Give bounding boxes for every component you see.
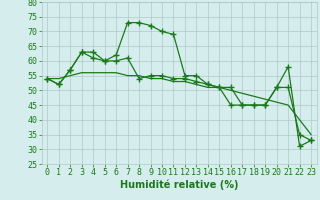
X-axis label: Humidité relative (%): Humidité relative (%) xyxy=(120,180,238,190)
